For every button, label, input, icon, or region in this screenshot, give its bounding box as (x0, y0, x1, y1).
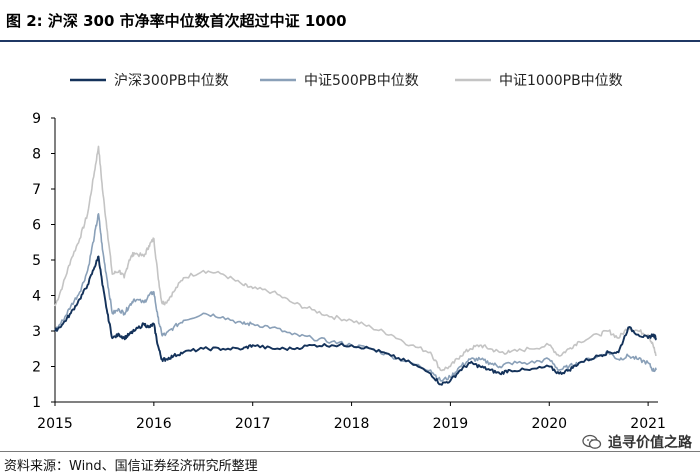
y-tick-label: 7 (32, 182, 41, 198)
series-line (54, 255, 657, 386)
x-tick-label: 2018 (334, 416, 370, 430)
wechat-icon (582, 434, 602, 449)
chart-legend: 沪深300PB中位数 中证500PB中位数 中证1000PB中位数 (70, 73, 623, 89)
y-tick-label: 3 (32, 324, 41, 340)
legend-label: 中证1000PB中位数 (499, 73, 623, 89)
series-line (54, 213, 657, 382)
x-tick-label: 2017 (235, 416, 271, 430)
figure-title: 图 2: 沪深 300 市净率中位数首次超过中证 1000 (6, 12, 347, 30)
watermark-text: 追寻价值之路 (608, 435, 692, 451)
chart: 沪深300PB中位数 中证500PB中位数 中证1000PB中位数 1 2 3 4 5 6 7 8… (32, 73, 666, 430)
x-tick-label: 2021 (630, 416, 666, 430)
source-note: 资料来源：Wind、国信证券经济研究所整理 (4, 459, 258, 474)
x-tick-label: 2019 (433, 416, 469, 430)
chart-axes: 1 2 3 4 5 6 7 8 9 2015 2016 2017 2018 2019 2020 2021 (32, 111, 666, 430)
x-tick-label: 2015 (37, 416, 73, 430)
series-line (54, 145, 657, 372)
figure-title-bar: 图 2: 沪深 300 市净率中位数首次超过中证 1000 (0, 0, 700, 42)
x-tick-label: 2020 (531, 416, 567, 430)
y-tick-label: 4 (32, 289, 41, 305)
footer-divider (0, 451, 700, 452)
chart-series (54, 145, 657, 386)
y-tick-label: 6 (32, 218, 41, 234)
watermark: 追寻价值之路 (582, 432, 692, 452)
legend-label: 中证500PB中位数 (304, 73, 419, 89)
y-tick-label: 2 (32, 360, 41, 376)
x-tick-label: 2016 (136, 416, 172, 430)
y-tick-label: 1 (32, 395, 41, 411)
y-tick-label: 8 (32, 147, 41, 163)
y-tick-label: 9 (32, 111, 41, 127)
y-tick-label: 5 (32, 253, 41, 269)
legend-label: 沪深300PB中位数 (114, 73, 229, 89)
